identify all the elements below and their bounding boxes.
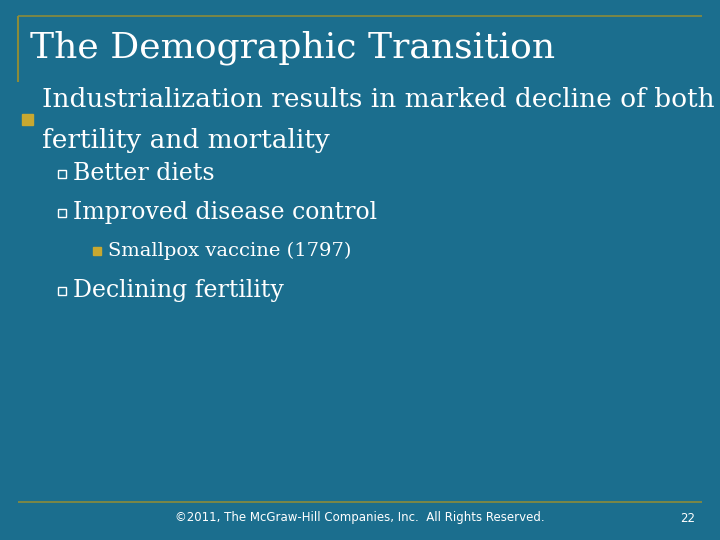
Bar (58, 209, 66, 217)
Text: 22: 22 (680, 511, 695, 524)
Text: Industrialization results in marked decline of both: Industrialization results in marked decl… (42, 87, 715, 112)
Text: Better diets: Better diets (73, 163, 215, 186)
Text: Declining fertility: Declining fertility (73, 280, 284, 302)
Bar (93, 247, 101, 255)
Bar (58, 287, 66, 295)
Text: fertility and mortality: fertility and mortality (42, 128, 330, 153)
Bar (22, 114, 33, 125)
Text: Smallpox vaccine (1797): Smallpox vaccine (1797) (108, 242, 351, 260)
Text: Improved disease control: Improved disease control (73, 201, 377, 225)
Text: The Demographic Transition: The Demographic Transition (30, 31, 555, 65)
Bar (58, 170, 66, 178)
Text: ©2011, The McGraw-Hill Companies, Inc.  All Rights Reserved.: ©2011, The McGraw-Hill Companies, Inc. A… (175, 511, 545, 524)
